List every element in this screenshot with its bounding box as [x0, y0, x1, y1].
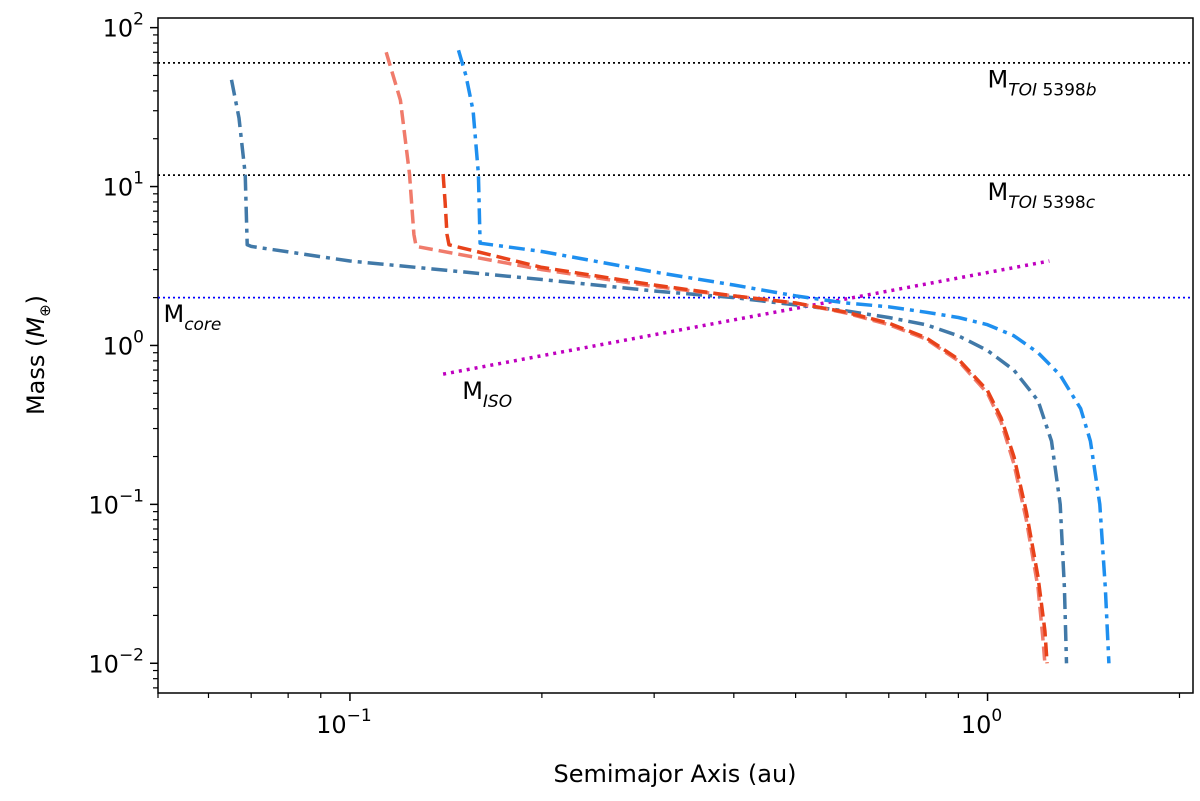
series-line-track-1 — [229, 79, 1069, 664]
hline-label: MTOI 5398c — [988, 178, 1096, 213]
x-axis-label: Semimajor Axis (au) — [553, 760, 796, 788]
y-tick-label: 10−2 — [88, 645, 144, 678]
y-tick-label: 101 — [103, 169, 144, 202]
hline-label: MTOI 5398b — [988, 66, 1097, 101]
ticks-layer: 10−1 100 10−2 10−1 100 101 102 — [88, 10, 1181, 739]
y-tick-label: 100 — [103, 327, 144, 360]
lines-layer — [158, 49, 1193, 664]
annotations-layer: MTOI 5398b MTOI 5398c Mcore MISO — [163, 66, 1096, 413]
y-tick-label: 102 — [103, 10, 144, 43]
y-axis-label: Mass (M⊕) — [22, 295, 54, 415]
x-tick-label: 100 — [961, 706, 1002, 739]
plot-frame — [157, 17, 1194, 694]
x-tick-label: 10−1 — [316, 706, 372, 739]
series-line-track-4 — [456, 49, 1111, 664]
series-line-track-2 — [384, 51, 1047, 664]
iso-mass-label: MISO — [462, 377, 512, 412]
series-line-track-3 — [441, 173, 1049, 664]
iso-mass-line — [442, 259, 1050, 376]
y-tick-label: 10−1 — [88, 486, 144, 519]
hline-label: Mcore — [163, 300, 221, 335]
